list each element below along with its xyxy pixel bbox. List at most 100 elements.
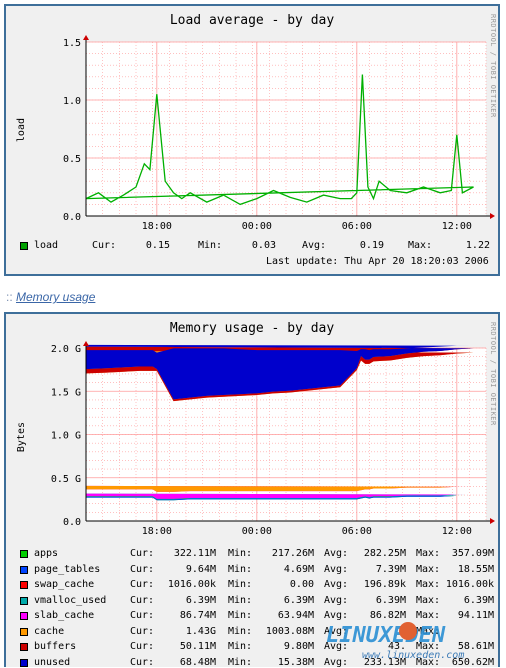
load-max-label: Max:: [408, 240, 433, 251]
legend-min-label: Min:: [228, 563, 253, 575]
legend-swatch-swap_cache: [20, 581, 28, 589]
legend-avg-slab_cache: 86.82M: [369, 610, 406, 621]
y-tick-label: 0.5: [63, 154, 81, 165]
legend-max-swap_cache: 1016.00k: [445, 579, 494, 590]
legend-avg-label: Avg:: [324, 579, 349, 590]
legend-swatch-unused: [20, 658, 28, 667]
legend-cur-label: Cur:: [130, 579, 155, 590]
legend-avg-label: Avg:: [324, 625, 349, 637]
x-tick-label: 12:00: [442, 526, 472, 537]
legend-min-label: Min:: [228, 625, 253, 637]
x-tick-label: 18:00: [142, 526, 172, 537]
legend-swatch-apps: [20, 550, 28, 558]
memory-usage-link[interactable]: Memory usage: [16, 290, 96, 304]
memory-graph-panel: Memory usage - by day RRDTOOL / TOBI OET…: [4, 312, 500, 668]
x-tick-label: 06:00: [342, 221, 372, 232]
legend-avg-label: Avg:: [324, 548, 349, 559]
legend-max-label: Max:: [416, 656, 441, 668]
x-tick-label: 06:00: [342, 526, 372, 537]
x-tick-label: 00:00: [242, 221, 272, 232]
legend-name-page_tables: page_tables: [34, 563, 101, 575]
legend-min-slab_cache: 63.94M: [277, 610, 314, 621]
legend-min-apps: 217.26M: [271, 548, 314, 559]
legend-max-buffers: 58.61M: [457, 641, 494, 652]
y-tick-label: 1.5 G: [51, 387, 81, 398]
legend-avg-label: Avg:: [324, 641, 349, 652]
legend-cur-page_tables: 9.64M: [185, 563, 216, 575]
y-tick-label: 2.0 G: [51, 344, 81, 355]
legend-max-label: Max:: [416, 610, 441, 621]
legend-min-label: Min:: [228, 610, 253, 621]
load-graph-panel: Load average - by day RRDTOOL / TOBI OET…: [4, 4, 500, 276]
legend-avg-label: Avg:: [324, 656, 349, 668]
legend-avg-label: Avg:: [324, 594, 349, 606]
memory-usage-section-header: :: Memory usage: [6, 290, 95, 304]
memory-chart-title: Memory usage - by day: [169, 321, 335, 336]
rrdtool-credit: RRDTOOL / TOBI OETIKER: [489, 14, 497, 118]
legend-cur-slab_cache: 86.74M: [179, 610, 216, 621]
legend-name-cache: cache: [34, 625, 65, 637]
legend-swatch-buffers: [20, 643, 28, 651]
legend-max-label: Max:: [416, 625, 441, 637]
x-axis-arrow: [490, 213, 495, 219]
legend-avg-label: Avg:: [324, 610, 349, 621]
legend-swatch-slab_cache: [20, 612, 28, 620]
legend-cur-apps: 322.11M: [173, 548, 216, 559]
legend-max-label: Max:: [416, 594, 441, 606]
legend-max-page_tables: 18.55M: [457, 563, 494, 575]
load-legend-name: load: [34, 240, 59, 251]
legend-cur-cache: 1.43G: [185, 625, 216, 637]
load-last-update: Last update: Thu Apr 20 18:20:03 2006: [266, 256, 489, 267]
load-chart-title: Load average - by day: [169, 13, 335, 28]
memory-area-unused: [86, 344, 474, 400]
load-min-value: 0.03: [251, 240, 276, 251]
legend-avg-vmalloc_used: 6.39M: [375, 594, 406, 606]
legend-name-unused: unused: [34, 656, 71, 668]
legend-min-buffers: 9.80M: [283, 641, 314, 652]
legend-min-label: Min:: [228, 594, 253, 606]
legend-name-slab_cache: slab_cache: [34, 610, 95, 621]
y-tick-label: 0.0: [63, 517, 81, 528]
legend-min-label: Min:: [228, 641, 253, 652]
load-series-line: [85, 74, 474, 206]
linuxeden-logo: LINUXEDEN www.linuxeden.com: [326, 622, 464, 661]
load-legend-swatch: [20, 242, 28, 250]
legend-avg-unused: 233.13M: [363, 656, 406, 668]
legend-cur-swap_cache: 1016.00k: [167, 579, 216, 590]
legend-min-cache: 1003.08M: [265, 625, 314, 637]
legend-avg-swap_cache: 196.89k: [363, 579, 406, 590]
load-avg-value: 0.19: [359, 240, 384, 251]
y-tick-label: 1.5: [63, 38, 81, 49]
logo-url: www.linuxeden.com: [362, 650, 464, 661]
legend-min-vmalloc_used: 6.39M: [283, 594, 314, 606]
y-tick-label: 1.0 G: [51, 431, 81, 442]
x-tick-label: 00:00: [242, 526, 272, 537]
y-axis-arrow: [83, 341, 89, 346]
legend-cur-buffers: 50.11M: [179, 641, 216, 652]
memory-area-buffers: [86, 346, 474, 402]
legend-name-buffers: buffers: [34, 641, 77, 652]
load-cur-value: 0.15: [145, 240, 170, 251]
legend-cur-label: Cur:: [130, 641, 155, 652]
legend-cur-label: Cur:: [130, 563, 155, 575]
legend-cur-label: Cur:: [130, 548, 155, 559]
legend-min-label: Min:: [228, 579, 253, 590]
legend-swatch-cache: [20, 627, 28, 636]
legend-cur-label: Cur:: [130, 610, 155, 621]
load-min-label: Min:: [198, 240, 223, 251]
legend-min-unused: 15.38M: [277, 656, 314, 668]
legend-cur-label: Cur:: [130, 625, 155, 637]
y-tick-label: 0.5 G: [51, 474, 81, 485]
rrdtool-credit-memory: RRDTOOL / TOBI OETIKER: [489, 322, 497, 426]
y-tick-label: 1.0: [63, 96, 81, 107]
y-axis-arrow: [83, 35, 89, 40]
legend-swatch-vmalloc_used: [20, 596, 28, 605]
section-separator: ::: [6, 290, 13, 304]
legend-swatch-page_tables: [20, 565, 28, 574]
legend-name-swap_cache: swap_cache: [34, 579, 95, 590]
load-avg-label: Avg:: [302, 240, 327, 251]
legend-name-apps: apps: [34, 548, 59, 559]
legend-cur-unused: 68.48M: [179, 656, 216, 668]
load-cur-label: Cur:: [92, 240, 117, 251]
load-chart: 0.0 0.5 1.0 1.5 18:00 00:00 06:00 12:00: [63, 35, 495, 232]
